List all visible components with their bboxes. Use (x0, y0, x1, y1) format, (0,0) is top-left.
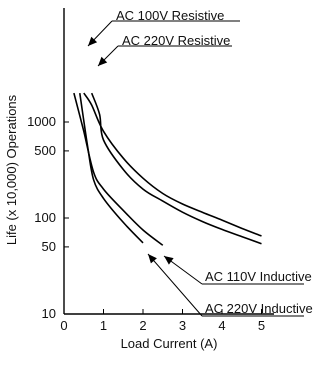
arrowhead (164, 256, 174, 265)
y-tick-label: 500 (34, 143, 56, 158)
x-tick-label: 5 (258, 318, 265, 333)
y-ticks: 10 50 100 500 1000 (27, 114, 69, 321)
x-tick-label: 4 (218, 318, 225, 333)
x-tick-label: 3 (179, 318, 186, 333)
y-tick-label: 100 (34, 210, 56, 225)
x-tick-label: 2 (139, 318, 146, 333)
y-tick-label: 1000 (27, 114, 56, 129)
axes (63, 8, 274, 315)
series-line-ac110v-inductive (73, 92, 164, 246)
series-line-ac100v-resistive (83, 92, 262, 237)
series-label-ac100v-resistive: AC 100V Resistive (116, 8, 224, 23)
y-tick-label: 50 (42, 239, 56, 254)
series-lines (73, 92, 262, 246)
series-line-ac220v-resistive (90, 92, 262, 245)
x-axis-label: Load Current (A) (121, 336, 218, 351)
x-ticks: 0 1 2 3 4 5 (60, 309, 265, 333)
arrowhead (88, 36, 98, 46)
y-axis-label: Life (x 10,000) Operations (4, 94, 19, 245)
series-labels: AC 100V Resistive AC 220V Resistive AC 110… (87, 8, 313, 317)
y-tick-label: 10 (42, 306, 56, 321)
series-label-ac220v-inductive: AC 220V Inductive (205, 301, 313, 316)
series-label-ac220v-resistive: AC 220V Resistive (122, 33, 230, 48)
leader-line (147, 253, 203, 317)
arrowhead (148, 254, 157, 264)
x-tick-label: 0 (60, 318, 67, 333)
x-tick-label: 1 (100, 318, 107, 333)
series-label-ac110v-inductive: AC 110V Inductive (205, 269, 312, 284)
arrowhead (98, 56, 108, 66)
series-line-ac220v-inductive (79, 92, 144, 244)
